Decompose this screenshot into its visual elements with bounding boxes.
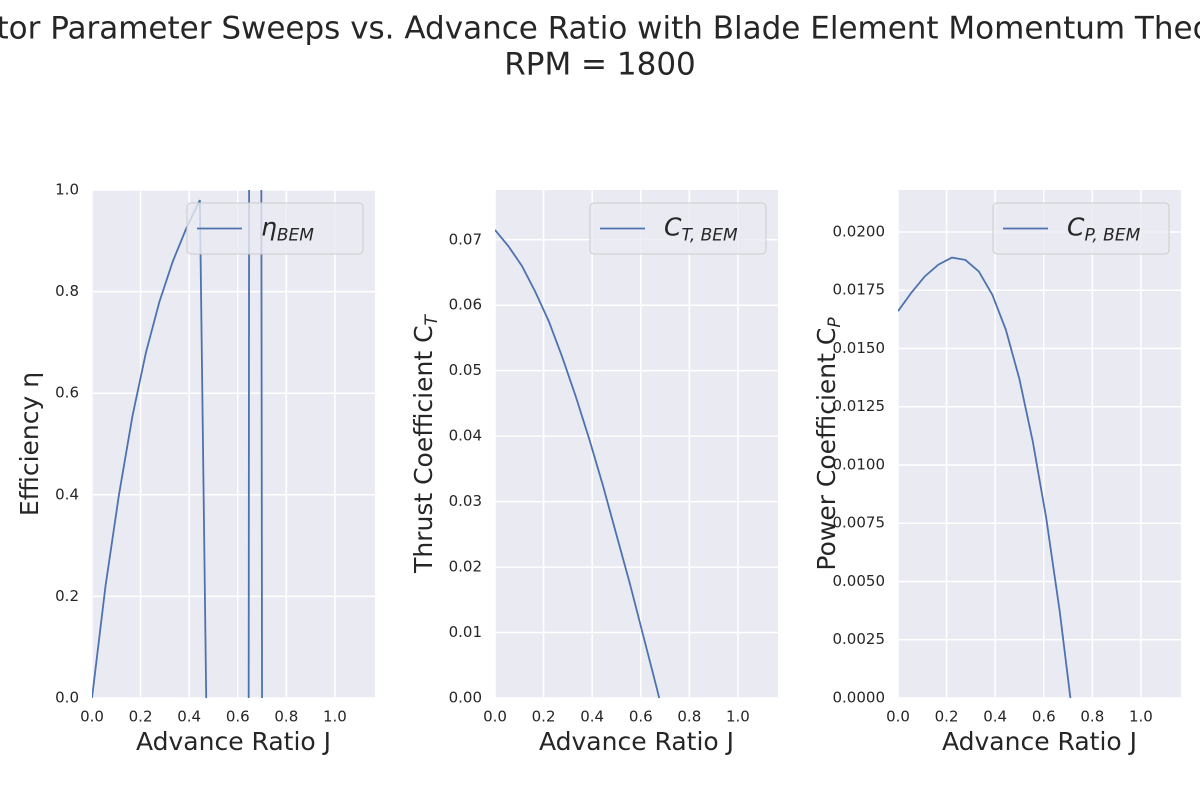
y-axis-label-text: Efficiency η [15,372,44,516]
plot-area [495,190,778,698]
y-tick-label: 0.6 [55,384,79,402]
y-tick-label: 0.0150 [833,339,886,357]
y-tick-label: 0.04 [449,427,482,445]
legend-name: η [261,213,277,242]
x-tick-label: 0.0 [483,708,507,726]
y-tick-label: 0.01 [449,623,482,641]
x-tick-label: 0.2 [129,708,153,726]
y-tick-label: 0.8 [55,282,79,300]
y-tick-label: 0.00 [449,689,482,707]
y-tick-label: 0.07 [449,230,482,248]
x-tick-label: 0.6 [1032,708,1056,726]
legend-box [186,202,364,255]
legend-subscript: BEM [277,226,314,246]
y-tick-label: 0.0000 [833,689,886,707]
y-tick-label: 0.0100 [833,455,886,473]
y-axis-label-subscript: T [422,313,442,325]
x-tick-label: 1.0 [1129,708,1153,726]
legend-box [992,202,1170,255]
x-tick-label: 1.0 [323,708,347,726]
subplot: 0.0 0.2 0.4 0.6 0.8 1.0 0.0000 0.0025 0.0050 0.00… [812,190,1181,756]
legend-box [589,202,767,255]
x-tick-label: 1.0 [726,708,750,726]
x-tick-label: 0.2 [532,708,556,726]
y-axis-label-text: Thrust Coefficient C [409,325,438,573]
y-tick-label: 0.02 [449,558,482,576]
y-tick-label: 0.0 [55,689,79,707]
y-tick-label: 0.0075 [833,514,886,532]
x-tick-label: 0.2 [935,708,959,726]
y-tick-label: 0.06 [449,296,482,314]
legend-name: C [1067,213,1085,242]
y-tick-label: 0.0200 [833,222,886,240]
y-axis-label-text: Power Coefficient C [812,328,841,571]
y-axis-label: Power Coefficient CP [812,317,845,571]
y-tick-label: 0.03 [449,492,482,510]
x-tick-label: 0.4 [177,708,201,726]
y-tick-label: 0.0125 [833,397,886,415]
x-tick-label: 0.0 [80,708,104,726]
x-tick-label: 0.8 [1080,708,1104,726]
figure-subtitle: RPM = 1800 [504,47,696,83]
x-tick-label: 0.8 [677,708,701,726]
y-axis-label: Thrust Coefficient CT [409,313,442,573]
y-axis-label-subscript: P [825,317,845,328]
x-axis-label: Advance Ratio J [942,727,1137,756]
y-tick-label: 0.4 [55,485,79,503]
x-tick-label: 0.6 [629,708,653,726]
legend-label: CP, BEM [1067,213,1141,246]
legend-name: C [664,213,682,242]
x-tick-label: 0.8 [274,708,298,726]
y-tick-label: 1.0 [55,181,79,199]
x-tick-label: 0.0 [886,708,910,726]
x-axis-label: Advance Ratio J [539,727,734,756]
x-tick-label: 0.4 [580,708,604,726]
data-line [495,229,661,698]
x-tick-label: 0.4 [983,708,1007,726]
legend-subscript: P, BEM [1084,226,1140,246]
data-line [898,256,1072,698]
y-axis-label: Efficiency η [15,372,44,516]
subplot: 0.0 0.2 0.4 0.6 0.8 1.00.00.20.40.60.81.0Adva… [15,181,375,756]
figure-title: Rotor Parameter Sweeps vs. Advance Ratio… [0,11,1200,47]
x-axis-label: Advance Ratio J [136,727,331,756]
data-line [92,190,263,698]
legend-label: ηBEM [261,213,314,246]
y-tick-label: 0.0050 [833,572,886,590]
y-tick-label: 0.2 [55,587,79,605]
plot-area [898,190,1181,698]
plot-area [92,190,375,698]
y-tick-label: 0.0175 [833,281,886,299]
legend-subscript: T, BEM [681,226,738,246]
y-tick-label: 0.05 [449,361,482,379]
subplot: 0.0 0.2 0.4 0.6 0.8 1.0 0.00 0.01 0.02 0.03 0.04 0.… [409,190,778,756]
x-tick-label: 0.6 [226,708,250,726]
y-tick-label: 0.0025 [833,630,886,648]
legend-label: CT, BEM [664,213,738,246]
